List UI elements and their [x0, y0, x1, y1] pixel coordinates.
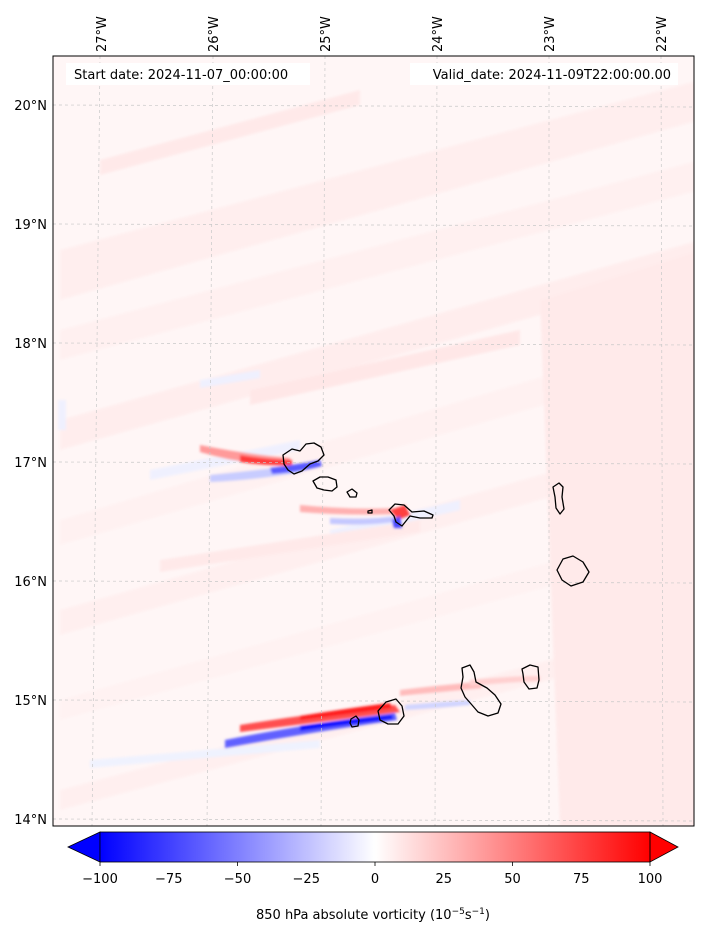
lon-tick-label: 22°W	[655, 16, 670, 52]
colorbar-extend-high	[649, 831, 679, 863]
map-panel: Start date: 2024-11-07_00:00:00 Valid_da…	[53, 56, 694, 826]
lat-tick-label: 17°N	[14, 456, 47, 471]
map-frame	[52, 55, 695, 827]
island-sao-nicolau	[388, 503, 434, 527]
island-maio	[521, 664, 540, 690]
lon-tick-label: 27°W	[95, 16, 110, 52]
valid-date-text: Valid_date: 2024-11-09T22:00:00.00	[433, 68, 671, 83]
lat-tick-labels: 20°N 19°N 18°N 17°N 16°N 15°N 14°N	[14, 99, 47, 828]
map-gridlines	[53, 56, 694, 826]
colorbar-tick-label: −75	[155, 872, 182, 887]
lat-tick-label: 20°N	[14, 99, 47, 114]
gridline-lat	[53, 818, 694, 822]
gridline-lat	[53, 223, 694, 227]
start-date-text: Start date: 2024-11-07_00:00:00	[74, 68, 288, 83]
gridline-lat	[53, 699, 694, 703]
gridline-lon	[434, 56, 438, 826]
annotation-start-date: Start date: 2024-11-07_00:00:00	[66, 63, 310, 85]
lat-tick-label: 15°N	[14, 694, 47, 709]
gridline-lon	[320, 56, 326, 826]
island-sao-vicente	[312, 476, 338, 492]
gridline-lon	[206, 56, 214, 826]
lon-tick-labels: 27°W 26°W 25°W 24°W 23°W 22°W	[95, 16, 670, 52]
gridline-lon	[660, 56, 664, 826]
lon-tick-label: 23°W	[543, 16, 558, 52]
gridline-lat	[53, 461, 694, 465]
gridline-lat	[53, 104, 694, 108]
island-branco	[367, 509, 373, 514]
gridline-lat	[53, 580, 694, 584]
vorticity-field-background	[58, 81, 694, 826]
gridline-lat	[53, 342, 694, 346]
island-sal	[552, 482, 565, 515]
colorbar-gradient	[100, 832, 650, 862]
colorbar-tick-label: 75	[573, 872, 590, 887]
island-santo-antao	[282, 442, 325, 475]
colorbar-label: 850 hPa absolute vorticity (10−5s−1)	[256, 907, 490, 923]
island-boa-vista	[556, 555, 590, 587]
colorbar-tick-label: −100	[82, 872, 118, 887]
colorbar-tick-label: 100	[638, 872, 663, 887]
island-fogo	[377, 698, 405, 725]
lat-tick-label: 19°N	[14, 218, 47, 233]
colorbar-tick-label: 25	[435, 872, 452, 887]
colorbar-tick-label: −25	[293, 872, 320, 887]
lat-tick-label: 16°N	[14, 575, 47, 590]
colorbar-tick-label: 50	[504, 872, 521, 887]
island-santa-luzia	[346, 488, 358, 498]
colorbar: −100 −75 −50 −25 0 25 50 75 100 850 hPa …	[67, 831, 679, 923]
colorbar-tick-label: −50	[224, 872, 251, 887]
gridline-lon	[91, 56, 101, 826]
island-coastlines	[282, 442, 590, 728]
lon-tick-label: 25°W	[319, 16, 334, 52]
colorbar-tick-label: 0	[371, 872, 379, 887]
vorticity-field-streaks	[200, 445, 540, 748]
island-brava	[349, 715, 360, 728]
lon-tick-label: 24°W	[431, 16, 446, 52]
annotation-valid-date: Valid_date: 2024-11-09T22:00:00.00	[410, 63, 678, 85]
lat-tick-label: 18°N	[14, 337, 47, 352]
colorbar-extend-low	[67, 831, 101, 863]
lat-tick-label: 14°N	[14, 813, 47, 828]
island-santiago	[460, 664, 502, 717]
lon-tick-label: 26°W	[207, 16, 222, 52]
